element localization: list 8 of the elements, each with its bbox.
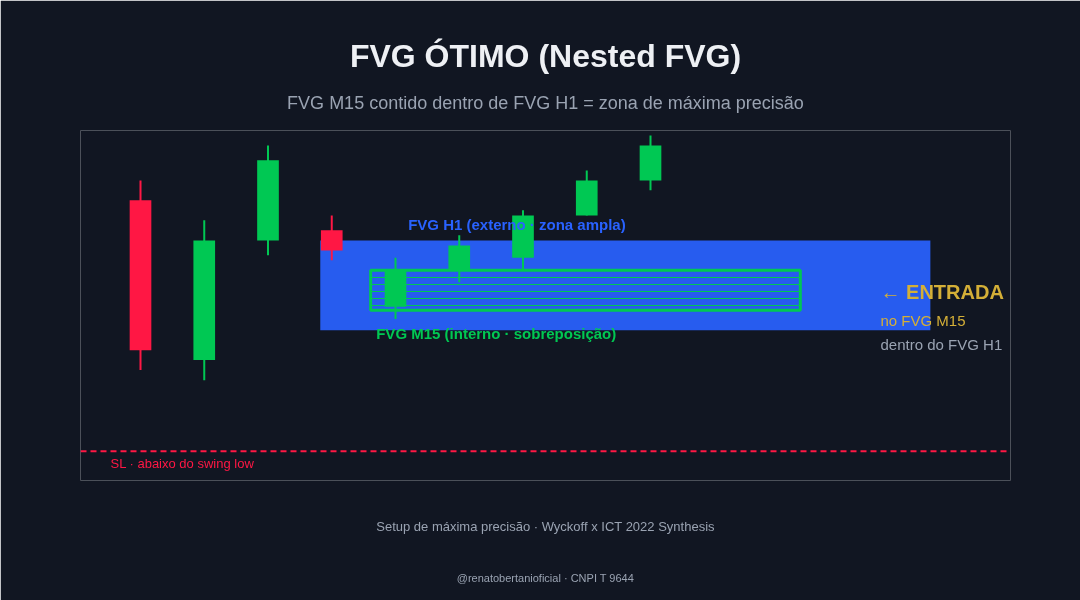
chart-subtitle: FVG M15 contido dentro de FVG H1 = zona de máxima precisão bbox=[287, 93, 804, 113]
text: dentro do FVG H1 bbox=[880, 335, 1003, 353]
band-label: FVG M15 (interno · sobreposição) bbox=[376, 324, 617, 342]
ref-line-label: SL · abaixo do swing low bbox=[110, 455, 255, 471]
candlestick bbox=[320, 214, 343, 262]
text: Setup de máxima precisão · Wyckoff x ICT 2022 Synthesis bbox=[376, 518, 716, 534]
text: @renatobertanioficial · CNPI T 9644 bbox=[456, 571, 634, 584]
chart-title: FVG ÓTIMO (Nested FVG) bbox=[349, 37, 742, 74]
